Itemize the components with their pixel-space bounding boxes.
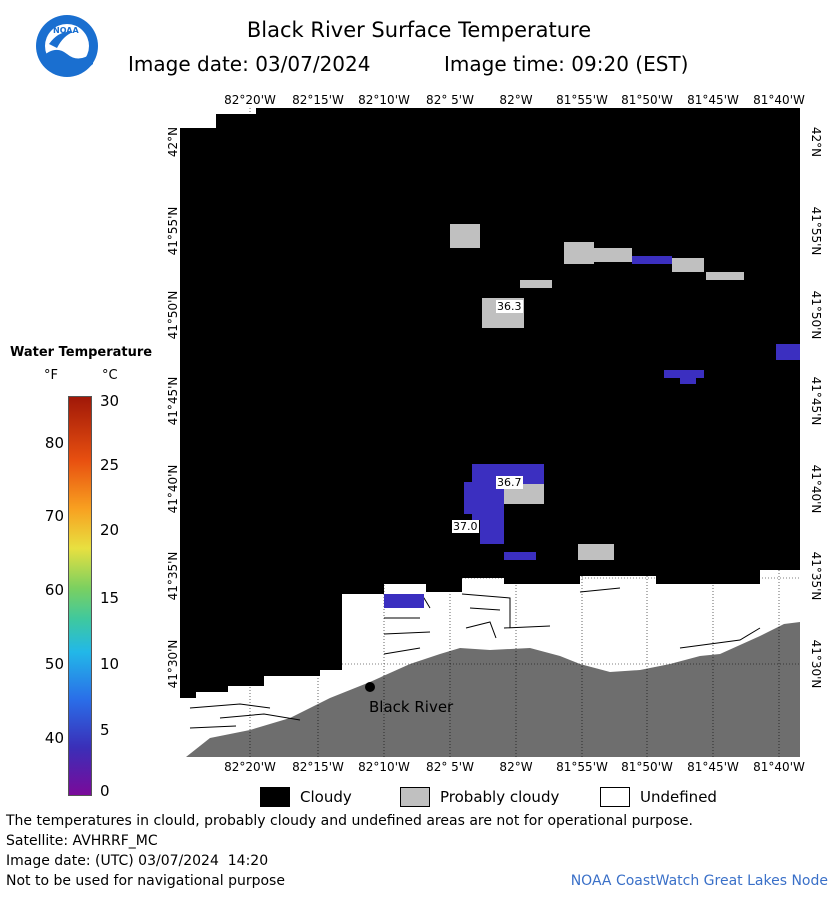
lat-label-left: 41°35'N [166,551,180,601]
legend-undefined: Undefined [600,786,717,808]
cloudy-area [180,108,800,698]
unit-celsius: °C [102,368,118,383]
temperature-label: 36.7 [496,476,523,489]
lat-label-right: 41°55'N [809,206,823,256]
lon-label-bottom: 82°15'W [292,760,344,774]
lat-label-left: 41°55'N [166,206,180,256]
lon-label-bottom: 82°10'W [358,760,410,774]
c-tick: 5 [100,721,110,739]
lat-label-right: 42°N [809,126,823,158]
logo-text: NOAA [53,26,79,35]
lat-label-right: 41°35'N [809,551,823,601]
coastline [189,587,761,729]
temperature-label: 37.0 [452,520,479,533]
lon-label-bottom: 81°55'W [556,760,608,774]
lon-label-bottom: 82°W [499,760,533,774]
probably-cloudy-swatch [400,787,430,807]
lat-label-left: 42°N [166,126,180,158]
lon-label-bottom: 81°45'W [687,760,739,774]
credit-text: NOAA CoastWatch Great Lakes Node [570,873,828,889]
disclaimer-text: The temperatures in clould, probably clo… [6,813,693,829]
temperature-colorbar [68,396,92,796]
unit-fahrenheit: °F [44,368,58,383]
lat-label-right: 41°30'N [809,639,823,689]
probably-cloudy-label: Probably cloudy [440,788,560,806]
lat-label-right: 41°40'N [809,464,823,514]
f-tick: 50 [44,655,64,673]
c-tick: 0 [100,782,110,800]
lon-label-bottom: 81°50'W [621,760,673,774]
temperature-map [180,108,800,757]
cloudy-label: Cloudy [300,788,352,806]
navigation-warning: Not to be used for navigational purpose [6,873,285,889]
c-tick: 20 [100,521,120,539]
lon-label-top: 82° 5'W [426,93,474,107]
lon-label-top: 82°20'W [224,93,276,107]
lon-label-top: 81°45'W [687,93,739,107]
f-tick: 80 [44,434,64,452]
lon-label-top: 81°40'W [753,93,805,107]
lat-label-right: 41°50'N [809,290,823,340]
lon-label-bottom: 82° 5'W [426,760,474,774]
lat-label-left: 41°50'N [166,290,180,340]
page-title: Black River Surface Temperature [246,18,592,42]
lat-label-left: 41°45'N [166,376,180,426]
f-tick: 60 [44,581,64,599]
legend-cloudy: Cloudy [260,786,352,808]
c-tick: 30 [100,392,120,410]
f-tick: 40 [44,729,64,747]
legend-title: Water Temperature [10,345,153,360]
black-river-label: Black River [369,698,454,716]
c-tick: 15 [100,589,120,607]
cloudy-swatch [260,787,290,807]
c-tick: 10 [100,655,120,673]
lon-label-top: 82°15'W [292,93,344,107]
lon-label-top: 81°50'W [621,93,673,107]
image-date-label: Image date: 03/07/2024 [128,52,371,76]
image-time-label: Image time: 09:20 (EST) [444,52,689,76]
f-tick: 70 [44,507,64,525]
lon-label-top: 82°10'W [358,93,410,107]
c-tick: 25 [100,456,120,474]
lon-label-bottom: 82°20'W [224,760,276,774]
noaa-logo: NOAA [35,14,99,78]
lat-label-left: 41°30'N [166,639,180,689]
utc-date-text: Image date: (UTC) 03/07/2024 14:20 [6,853,269,869]
lat-label-right: 41°45'N [809,376,823,426]
temperature-label: 36.3 [496,300,523,313]
undefined-swatch [600,787,630,807]
lon-label-top: 82°W [499,93,533,107]
lon-label-top: 81°55'W [556,93,608,107]
satellite-text: Satellite: AVHRRF_MC [6,833,158,849]
black-river-marker [365,682,375,692]
land-area [186,622,800,757]
lat-label-left: 41°40'N [166,464,180,514]
lon-label-bottom: 81°40'W [753,760,805,774]
legend-probably-cloudy: Probably cloudy [400,786,559,808]
undefined-label: Undefined [640,788,717,806]
